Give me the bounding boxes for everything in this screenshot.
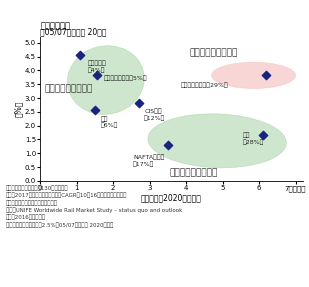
Text: アジア・大洋州（29%）: アジア・大洋州（29%） xyxy=(181,83,228,88)
Ellipse shape xyxy=(148,114,286,168)
Point xyxy=(260,133,265,137)
Ellipse shape xyxy=(67,46,144,115)
Point xyxy=(78,53,83,57)
Y-axis label: （%）: （%） xyxy=(14,101,23,117)
Text: その他米州
（4%）: その他米州 （4%） xyxy=(87,61,106,73)
Text: 西欧
（28%）: 西欧 （28%） xyxy=(243,133,264,145)
Text: 中東・アフリカ（5%）: 中東・アフリカ（5%） xyxy=(104,75,148,81)
Point xyxy=(264,73,269,78)
Text: 小規模　高成長市場: 小規模 高成長市場 xyxy=(44,85,93,94)
Text: 大規模／高成長市場: 大規模／高成長市場 xyxy=(190,49,238,58)
Text: 大規模　低成長市場: 大規模 低成長市場 xyxy=(170,168,218,178)
Text: CIS地域
（12%）: CIS地域 （12%） xyxy=(144,108,166,121)
Point xyxy=(165,143,170,147)
Text: 東欧
（6%）: 東欧 （6%） xyxy=(100,116,118,128)
Text: （05/07年平均～ 20年）: （05/07年平均～ 20年） xyxy=(40,27,107,36)
Text: NAFTA加盟国
（17%）: NAFTA加盟国 （17%） xyxy=(133,155,165,167)
Point xyxy=(136,101,141,105)
Text: 備考：為替は１ユーロ＝130円を利用。
　　　2017年以降は、各地域別のCAGR（10－16年）を用いて推定。
　　　括弧内は市場規模の構成比。
資料：UNI: 備考：為替は１ユーロ＝130円を利用。 2017年以降は、各地域別のCAGR（1… xyxy=(6,185,183,228)
Point xyxy=(94,73,99,78)
X-axis label: 市場規模（2020年時点）: 市場規模（2020年時点） xyxy=(141,193,202,202)
Text: 年平均成長率: 年平均成長率 xyxy=(40,21,70,30)
Point xyxy=(92,108,97,113)
Ellipse shape xyxy=(212,62,295,88)
